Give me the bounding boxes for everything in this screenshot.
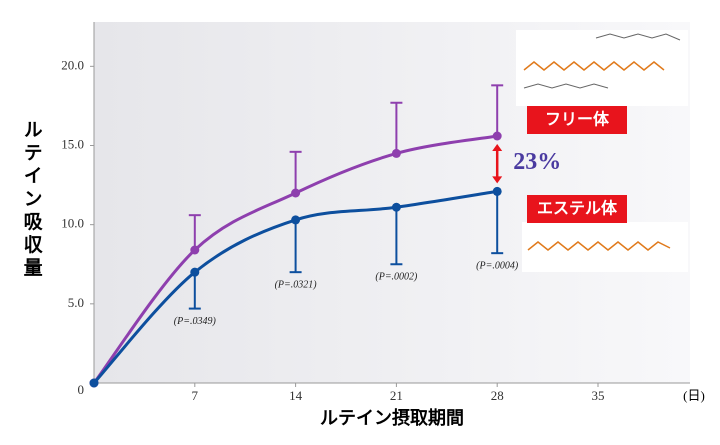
structure-ester [522,222,688,272]
x-tick-label: 28 [491,388,504,403]
point [291,215,301,225]
y-tick-label: 15.0 [61,136,84,151]
y-tick-label: 5.0 [68,295,84,310]
legend-box [527,106,627,134]
p-value: (P=.0002) [375,272,418,283]
x-tick-label: 7 [192,388,199,403]
x-tick-label: 14 [289,388,303,403]
x-unit: (日) [683,388,705,403]
x-axis-label: ルテイン摂取期間 [320,407,464,428]
point [492,131,502,141]
difference-label: 23% [513,149,561,175]
point [190,245,200,255]
point [391,148,401,158]
point [190,267,200,277]
point [291,188,301,198]
y-tick-label: 10.0 [61,216,84,231]
p-value: (P=.0349) [174,316,217,327]
legend-label: フリー体 [545,110,610,129]
y-axis-label: ルテイン吸収量 [21,120,43,281]
point [492,186,502,196]
point [391,202,401,212]
legend-box [527,195,627,223]
x-tick-label: 21 [390,388,403,403]
legend-label: エステル体 [537,199,618,218]
x-tick-label: 35 [592,388,605,403]
p-value: (P=.0321) [275,279,318,290]
y-tick-label: 0 [78,382,85,397]
y-tick-label: 20.0 [61,57,84,72]
structure-free [516,30,688,106]
p-value: (P=.0004) [476,260,519,271]
point [89,378,99,388]
